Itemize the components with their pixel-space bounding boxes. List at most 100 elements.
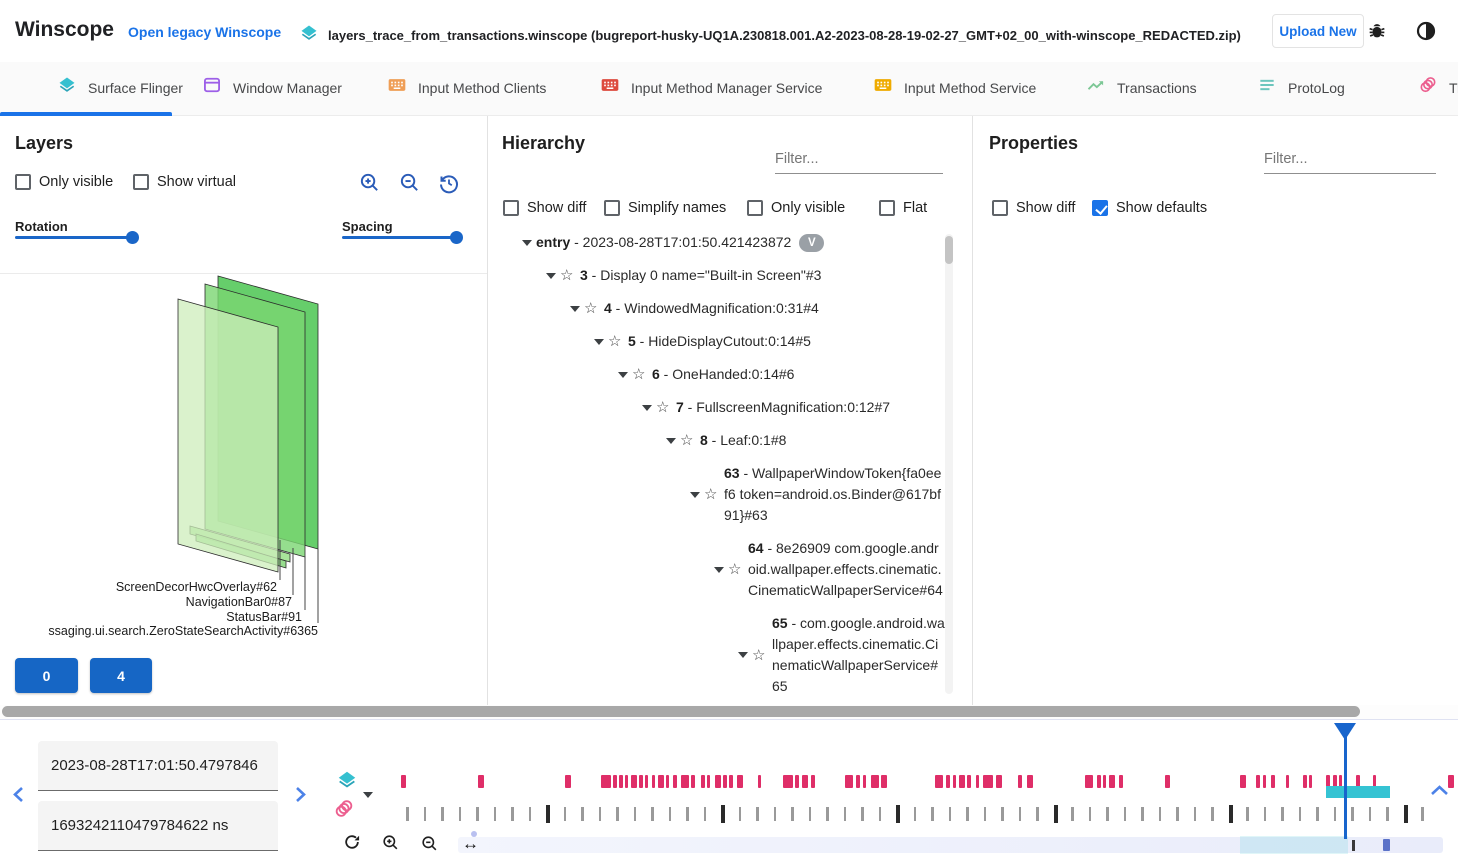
- transition-mark[interactable]: [976, 775, 979, 788]
- transition-mark[interactable]: [737, 775, 743, 788]
- next-entry-button[interactable]: [293, 786, 307, 808]
- frame-tick[interactable]: [1141, 807, 1144, 821]
- frame-tick[interactable]: [598, 807, 601, 821]
- transition-mark[interactable]: [1286, 775, 1289, 788]
- refresh-icon[interactable]: [342, 832, 362, 857]
- frame-tick[interactable]: [1351, 807, 1354, 821]
- transition-mark[interactable]: [1326, 775, 1330, 788]
- frame-ticks-row[interactable]: [0, 805, 1458, 823]
- transition-mark[interactable]: [673, 775, 677, 788]
- frame-tick[interactable]: [1211, 807, 1214, 821]
- frame-tick[interactable]: [511, 807, 514, 821]
- chevron-down-icon[interactable]: [614, 371, 632, 378]
- horizontal-scrollbar-thumb[interactable]: [2, 706, 1360, 717]
- transition-mark[interactable]: [996, 775, 1002, 788]
- transition-mark[interactable]: [1256, 775, 1260, 788]
- upload-new-button[interactable]: Upload New: [1272, 14, 1364, 48]
- transition-mark[interactable]: [1263, 775, 1266, 788]
- transition-mark[interactable]: [652, 775, 655, 788]
- transition-mark[interactable]: [1165, 775, 1170, 788]
- trace-select-caret-icon[interactable]: [363, 792, 373, 798]
- transition-mark[interactable]: [565, 775, 571, 788]
- horizontal-scrollbar[interactable]: [0, 705, 1458, 719]
- tree-node[interactable]: ☆ 7 - FullscreenMagnification:0:12#7: [499, 397, 945, 418]
- frame-tick[interactable]: [633, 807, 636, 821]
- chevron-down-icon[interactable]: [662, 437, 680, 444]
- display-4-button[interactable]: 4: [90, 658, 152, 693]
- tab-protolog[interactable]: ProtoLog: [1257, 62, 1345, 113]
- star-icon[interactable]: ☆: [608, 333, 622, 350]
- frame-tick[interactable]: [528, 807, 531, 821]
- collapse-timeline-button[interactable]: [1430, 784, 1449, 802]
- frame-tick[interactable]: [563, 807, 566, 821]
- transition-mark[interactable]: [1097, 775, 1101, 788]
- frame-tick[interactable]: [1228, 805, 1233, 823]
- transition-mark[interactable]: [783, 775, 793, 788]
- transition-mark[interactable]: [1085, 775, 1093, 788]
- transition-mark[interactable]: [691, 775, 695, 788]
- chevron-down-icon[interactable]: [686, 491, 704, 498]
- tree-node[interactable]: ☆ 65 - com.google.android.wallpaper.effe…: [499, 613, 945, 697]
- transition-mark[interactable]: [723, 775, 727, 788]
- timeline-range-track[interactable]: [458, 837, 1443, 853]
- frame-tick[interactable]: [1088, 807, 1091, 821]
- frame-tick[interactable]: [983, 807, 986, 821]
- frame-tick[interactable]: [913, 807, 916, 821]
- star-icon[interactable]: ☆: [632, 366, 646, 383]
- transition-mark[interactable]: [1339, 775, 1342, 788]
- frame-tick[interactable]: [721, 805, 725, 823]
- timeline-zoom-out-icon[interactable]: [420, 834, 439, 858]
- frame-tick[interactable]: [896, 805, 900, 823]
- frame-tick[interactable]: [1001, 807, 1004, 821]
- frame-tick[interactable]: [948, 807, 951, 821]
- frame-tick[interactable]: [1421, 807, 1424, 821]
- transition-mark[interactable]: [1027, 775, 1033, 788]
- properties-show-diff-checkbox[interactable]: Show diff: [992, 200, 1075, 216]
- tree-scrollbar[interactable]: [945, 234, 953, 694]
- frame-tick[interactable]: [756, 807, 759, 821]
- col-resize-cursor-icon[interactable]: ↔: [462, 834, 479, 853]
- timeline-zoom-in-icon[interactable]: [381, 833, 400, 857]
- transition-mark[interactable]: [856, 775, 860, 788]
- transition-mark[interactable]: [946, 775, 950, 788]
- transition-marks-row[interactable]: [0, 775, 1458, 788]
- frame-tick[interactable]: [966, 807, 969, 821]
- transition-mark[interactable]: [758, 775, 761, 788]
- tree-node[interactable]: ☆ 5 - HideDisplayCutout:0:14#5: [499, 331, 945, 352]
- transition-mark[interactable]: [645, 775, 648, 788]
- transition-mark[interactable]: [871, 775, 879, 788]
- transition-mark[interactable]: [639, 775, 643, 788]
- transition-mark[interactable]: [959, 775, 965, 788]
- frame-tick[interactable]: [843, 807, 846, 821]
- frame-tick[interactable]: [738, 807, 741, 821]
- frame-tick[interactable]: [1281, 807, 1284, 821]
- display-0-button[interactable]: 0: [15, 658, 78, 693]
- transition-mark[interactable]: [625, 775, 628, 788]
- zoom-in-icon[interactable]: [358, 171, 381, 199]
- tree-node[interactable]: ☆ 63 - WallpaperWindowToken{fa0eef6 toke…: [499, 463, 945, 526]
- star-icon[interactable]: ☆: [752, 646, 766, 664]
- frame-tick[interactable]: [423, 807, 426, 821]
- only-visible-checkbox[interactable]: Only visible: [747, 200, 845, 216]
- transition-mark[interactable]: [701, 775, 705, 788]
- frame-tick[interactable]: [1333, 807, 1336, 821]
- transition-mark[interactable]: [795, 775, 799, 788]
- transition-mark[interactable]: [1309, 775, 1312, 788]
- transition-mark[interactable]: [715, 775, 721, 788]
- transition-trace-icon[interactable]: [333, 798, 355, 825]
- transition-mark[interactable]: [881, 775, 887, 788]
- tree-node-entry[interactable]: entry - 2023-08-28T17:01:50.421423872 V: [499, 232, 945, 253]
- frame-tick[interactable]: [1036, 807, 1039, 821]
- chevron-down-icon[interactable]: [590, 338, 608, 345]
- frame-tick[interactable]: [581, 807, 584, 821]
- tab-input-method-service[interactable]: Input Method Service: [873, 62, 1036, 113]
- star-icon[interactable]: ☆: [656, 399, 670, 416]
- frame-tick[interactable]: [878, 807, 881, 821]
- tree-node[interactable]: ☆ 8 - Leaf:0:1#8: [499, 430, 945, 451]
- transition-mark[interactable]: [1271, 775, 1275, 788]
- frame-tick[interactable]: [1368, 807, 1371, 821]
- transition-mark[interactable]: [983, 775, 993, 788]
- transition-mark[interactable]: [935, 775, 943, 788]
- transition-mark[interactable]: [1373, 775, 1376, 788]
- show-diff-checkbox[interactable]: Show diff: [503, 200, 586, 216]
